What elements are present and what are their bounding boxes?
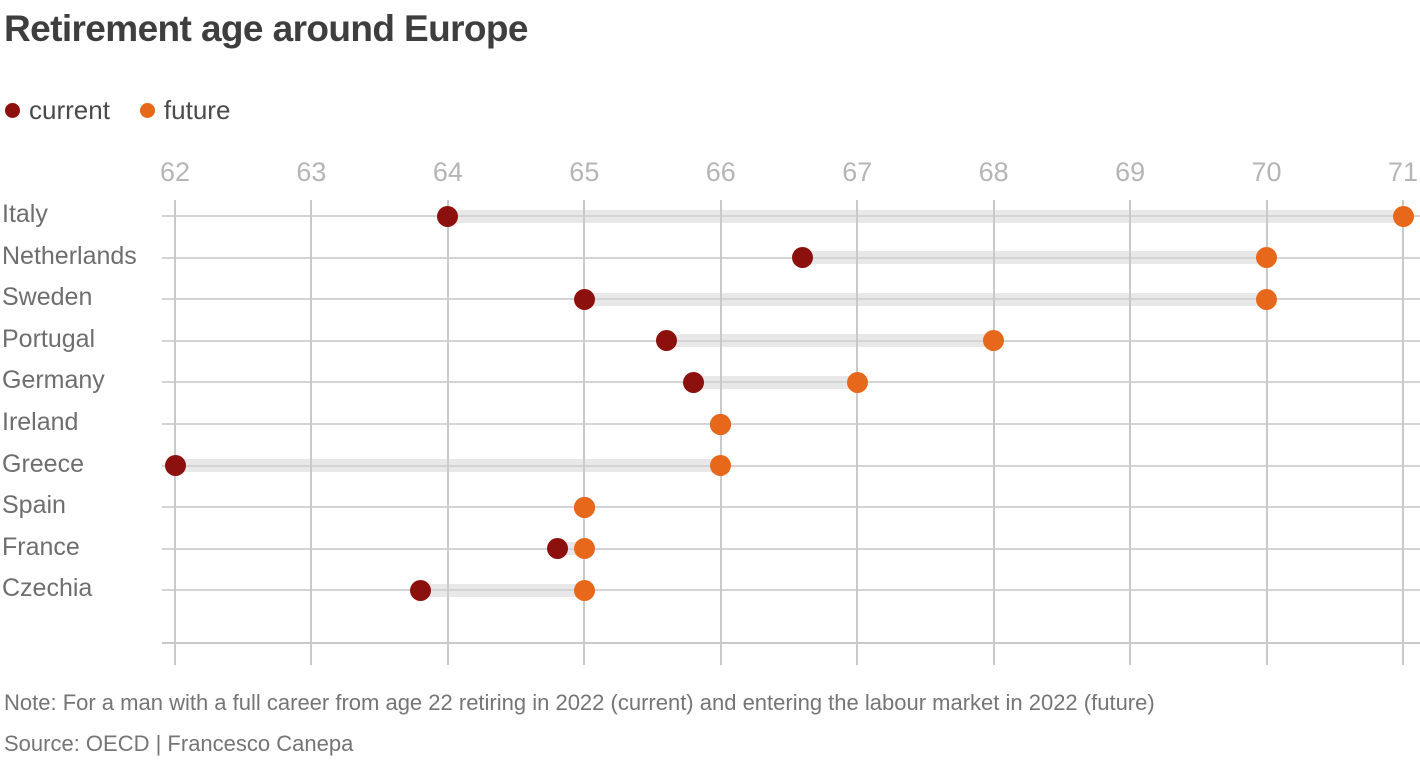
x-tick-label: 63 <box>296 157 327 187</box>
row-gridline <box>162 423 1420 425</box>
future-dot <box>983 330 1005 352</box>
country-label: Germany <box>2 366 105 395</box>
legend-current-label: current <box>29 95 110 125</box>
current-dot <box>655 330 677 352</box>
country-label: Spain <box>2 491 66 520</box>
x-tick-label: 69 <box>1115 157 1146 187</box>
future-dot <box>573 579 595 601</box>
country-label: Italy <box>2 200 48 228</box>
x-tick-label: 70 <box>1251 157 1282 187</box>
current-dot <box>546 538 568 560</box>
country-label: Portugal <box>2 324 96 353</box>
country-label: France <box>2 532 80 561</box>
current-dot <box>682 371 704 393</box>
future-dot <box>1256 247 1278 269</box>
future-dot <box>710 455 732 477</box>
row-gridline <box>162 547 1420 550</box>
future-dot <box>846 371 868 393</box>
x-gridline <box>1265 200 1268 665</box>
legend: current future <box>5 95 230 126</box>
x-axis-line <box>162 642 1420 644</box>
row-gridline <box>162 256 1420 259</box>
chart-title: Retirement age around Europe <box>4 8 529 49</box>
row-gridline <box>162 381 1420 384</box>
country-label: Netherlands <box>2 241 137 270</box>
x-gridline <box>1402 200 1404 665</box>
current-dot <box>410 579 432 601</box>
x-tick-label: 71 <box>1387 157 1419 187</box>
x-tick-label: 66 <box>705 157 736 187</box>
future-dot <box>1256 288 1278 310</box>
note-text: Note: For a man with a full career from … <box>4 690 1155 715</box>
current-dot <box>792 247 814 269</box>
row-gridline <box>162 339 1420 342</box>
row-gridline <box>162 215 1420 217</box>
country-label: Ireland <box>2 408 79 436</box>
country-label: Greece <box>2 449 84 478</box>
future-dot <box>573 496 595 518</box>
source-text: Source: OECD | Francesco Canepa <box>4 731 354 756</box>
legend-item-current: current <box>5 95 110 126</box>
x-gridline <box>174 200 176 665</box>
current-dot <box>164 455 186 477</box>
row-gridline <box>162 506 1420 509</box>
x-gridline <box>856 200 859 665</box>
row-gridline <box>162 589 1420 592</box>
country-label: Sweden <box>2 283 93 312</box>
x-gridline <box>583 200 586 665</box>
x-gridline <box>1129 200 1132 665</box>
x-tick-label: 62 <box>159 157 191 187</box>
x-gridline <box>446 200 449 665</box>
row-gridline <box>162 298 1420 301</box>
future-dot <box>573 538 595 560</box>
legend-future-label: future <box>163 95 231 125</box>
x-gridline <box>310 200 313 665</box>
legend-current-dot-icon <box>5 103 20 118</box>
row-gridline <box>162 464 1420 467</box>
future-dot <box>710 413 732 435</box>
x-tick-label: 65 <box>569 157 600 187</box>
legend-item-future: future <box>139 95 231 126</box>
x-gridline <box>992 200 995 665</box>
current-dot <box>573 288 595 310</box>
x-tick-label: 67 <box>842 157 873 187</box>
current-dot <box>437 205 459 227</box>
future-dot <box>1392 205 1414 227</box>
x-tick-label: 68 <box>978 157 1009 187</box>
country-label: Czechia <box>2 574 93 603</box>
legend-future-dot-icon <box>139 103 155 118</box>
x-tick-label: 64 <box>432 157 463 187</box>
